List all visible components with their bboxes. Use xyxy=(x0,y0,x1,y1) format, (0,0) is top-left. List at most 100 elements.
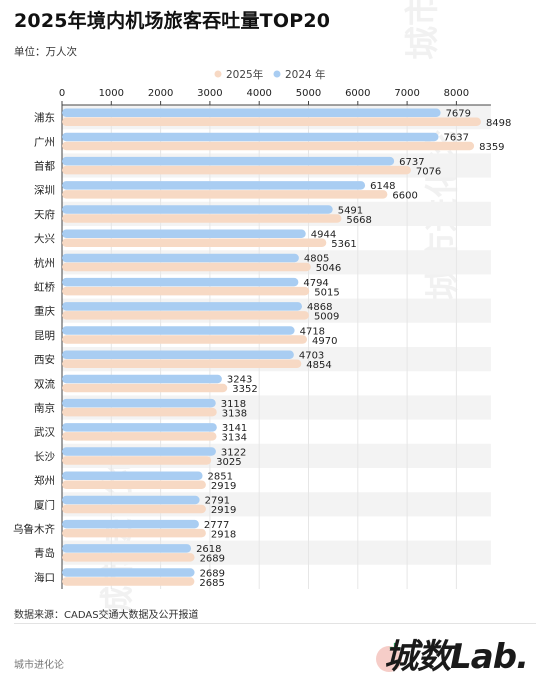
category-label: 南京 xyxy=(34,402,55,415)
value-label-2024: 6737 xyxy=(399,157,424,168)
category-label: 昆明 xyxy=(34,330,55,342)
value-label-2025: 4854 xyxy=(306,360,331,371)
value-label-2024: 4794 xyxy=(303,278,328,289)
bar-2024 xyxy=(62,156,395,166)
value-label-2025: 7076 xyxy=(416,166,441,177)
value-label-2024: 4944 xyxy=(311,230,336,241)
bar-2025 xyxy=(62,456,212,465)
bar-2025 xyxy=(62,311,309,320)
category-label: 郑州 xyxy=(34,474,55,487)
bar-2025 xyxy=(62,262,311,272)
logo-dot-icon xyxy=(376,646,403,672)
value-label-2024: 4868 xyxy=(307,302,332,313)
bar-2024 xyxy=(62,253,299,263)
value-label-2025: 2685 xyxy=(199,578,224,589)
value-label-2024: 2791 xyxy=(205,496,230,507)
bar-2025 xyxy=(62,553,195,562)
value-label-2024: 7679 xyxy=(446,109,471,120)
logo-plus-icon: + xyxy=(388,638,402,657)
tick-label: 5000 xyxy=(296,88,321,99)
value-label-2024: 2689 xyxy=(200,568,225,579)
bar-2024 xyxy=(62,423,217,432)
bar-2024 xyxy=(62,519,199,529)
value-label-2025: 5668 xyxy=(346,215,371,226)
bar-2025 xyxy=(62,480,206,489)
bar-2024 xyxy=(62,205,333,214)
value-label-2024: 3243 xyxy=(227,375,252,386)
value-label-2025: 3025 xyxy=(216,457,241,468)
value-label-2024: 2777 xyxy=(204,520,229,531)
value-label-2024: 4718 xyxy=(300,326,325,337)
bar-2024 xyxy=(62,326,295,335)
bar-2024 xyxy=(62,277,299,287)
bar-2024 xyxy=(62,544,192,553)
bar-2025 xyxy=(62,165,411,175)
category-label: 天府 xyxy=(34,208,55,221)
legend-label: 2025年 xyxy=(226,68,263,81)
category-label: 长沙 xyxy=(34,451,55,463)
bar-2024 xyxy=(62,302,302,311)
category-label: 乌鲁木齐 xyxy=(13,523,55,536)
tick-label: 7000 xyxy=(394,88,419,99)
value-label-2024: 3122 xyxy=(221,447,246,458)
bar-2025 xyxy=(62,190,388,199)
category-label: 深圳 xyxy=(34,185,55,197)
value-label-2024: 4805 xyxy=(304,254,329,265)
value-label-2024: 7637 xyxy=(444,133,469,144)
category-label: 虹桥 xyxy=(34,282,55,294)
value-label-2025: 3134 xyxy=(222,433,247,444)
bar-2025 xyxy=(62,359,302,368)
bar-2024 xyxy=(62,568,195,577)
value-label-2025: 4970 xyxy=(312,336,337,347)
brand-logo-text: 城数Lab. xyxy=(384,636,529,677)
bar-2024 xyxy=(62,398,216,408)
legend-label: 2024 年 xyxy=(285,68,326,81)
category-label: 武汉 xyxy=(34,426,55,439)
bar-2024 xyxy=(62,229,306,238)
bar-2025 xyxy=(62,432,217,441)
value-label-2025: 8359 xyxy=(479,142,504,153)
value-label-2024: 3141 xyxy=(222,423,247,434)
category-label: 青岛 xyxy=(34,547,55,560)
category-label: 重庆 xyxy=(34,305,55,318)
bar-2024 xyxy=(62,132,439,142)
bar-2025 xyxy=(62,335,308,344)
value-label-2024: 2618 xyxy=(196,544,221,555)
tick-label: 8000 xyxy=(444,88,469,99)
category-label: 广州 xyxy=(34,136,55,148)
bar-2024 xyxy=(62,495,200,505)
bar-2025 xyxy=(62,577,195,586)
value-label-2025: 5015 xyxy=(314,287,339,298)
bar-2025 xyxy=(62,214,342,223)
value-label-2024: 6148 xyxy=(370,181,395,192)
bar-2025 xyxy=(62,528,206,538)
value-label-2025: 3138 xyxy=(222,408,247,419)
bar-2025 xyxy=(62,238,327,247)
bar-2024 xyxy=(62,181,366,190)
bar-2025 xyxy=(62,141,475,151)
value-label-2025: 5009 xyxy=(314,312,339,323)
bar-2025 xyxy=(62,383,228,393)
tick-label: 3000 xyxy=(197,88,222,99)
author-name: 城市进化论 xyxy=(14,660,64,671)
category-label: 杭州 xyxy=(34,256,55,269)
value-label-2025: 6600 xyxy=(392,191,417,202)
bar-2024 xyxy=(62,108,441,117)
value-label-2025: 2689 xyxy=(200,554,225,565)
tick-label: 0 xyxy=(59,88,65,99)
tick-label: 6000 xyxy=(345,88,370,99)
legend-marker xyxy=(273,70,281,78)
bar-chart: 2025年 2024 年 0 1000 2000 3000 4000 5000 6000 7000… xyxy=(13,68,511,589)
category-label: 厦门 xyxy=(34,498,55,511)
value-label-2024: 3118 xyxy=(221,399,246,410)
tick-label: 2000 xyxy=(148,88,173,99)
tick-label: 4000 xyxy=(246,88,271,99)
data-source: 数据来源：CADAS交通大数据及公开报道 xyxy=(14,610,199,621)
footer-divider xyxy=(14,623,536,624)
bar-2024 xyxy=(62,471,203,480)
value-label-2025: 2918 xyxy=(211,529,236,540)
bar-2024 xyxy=(62,447,216,456)
value-label-2025: 5046 xyxy=(316,263,341,274)
value-label-2025: 3352 xyxy=(232,384,257,395)
value-label-2024: 5491 xyxy=(338,205,363,216)
